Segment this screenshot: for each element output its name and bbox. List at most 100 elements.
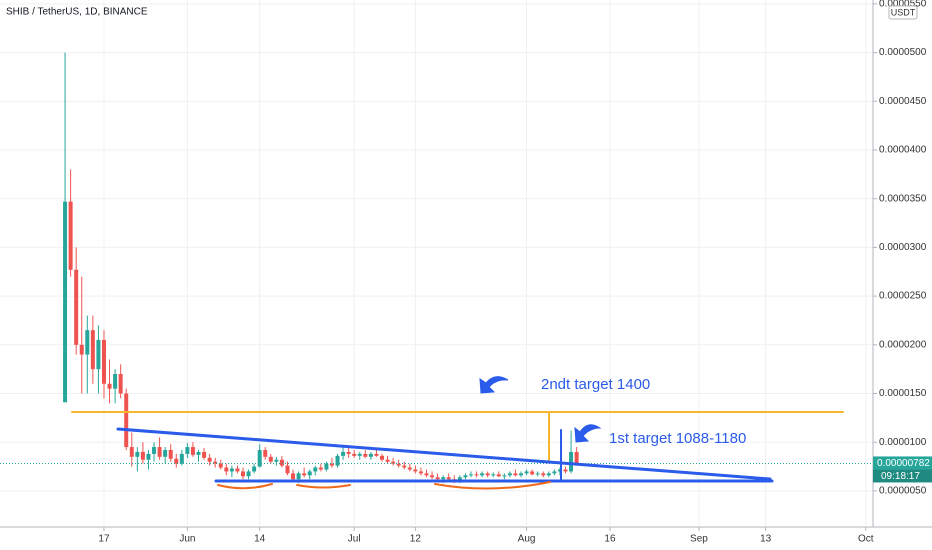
arrow [479,376,509,394]
candle-body [502,475,507,477]
y-tick-label: 0.0000250 [879,291,927,302]
y-tick-label: 0.0000100 [879,437,927,448]
candle-body [446,477,451,480]
countdown: 09:18:17 [881,471,920,482]
candle-body [329,463,334,466]
y-tick-label: 0.0000150 [879,388,927,399]
candle-body [335,455,340,466]
last-price-label: 0.00000782 [877,458,930,469]
candle-body [213,461,218,464]
candle-body [357,453,362,456]
candle-body [224,467,229,472]
candle-body [235,468,240,472]
candle-body [430,475,435,478]
candle-body [507,473,512,476]
y-tick-label: 0.0000200 [879,339,927,350]
candle-body [302,473,307,476]
x-tick-label: Jul [348,534,361,545]
candle-body [107,383,112,389]
candle-body [574,451,579,464]
candle-body [146,453,151,460]
candle-body [240,471,245,477]
candle-body [496,474,501,477]
x-tick-label: 13 [760,534,772,545]
annotation: 1st target 1088-1180 [609,430,746,447]
currency-box [888,5,918,20]
candle-body [90,330,95,370]
candle-body [96,339,101,370]
candle-body [552,471,557,474]
candle-body [380,455,385,460]
candle-body [296,473,301,480]
candle-body [313,467,318,472]
candle-body [168,450,173,459]
candle-body [85,330,90,355]
candle-body [257,450,262,467]
candle-body [179,453,184,464]
candle-body [140,451,145,460]
candle-body [63,201,68,403]
candle-body [413,469,418,472]
time-axis [0,527,932,550]
arc [434,481,551,490]
candle-body [352,453,357,456]
x-tick-label: Oct [858,534,874,545]
candle-body [341,451,346,456]
annotation: 2ndt target 1400 [541,376,650,393]
candle-body [424,473,429,476]
candle-body [530,471,535,475]
candle-body [513,473,518,476]
candle-body [402,465,407,468]
candle-body [418,471,423,474]
candle-body [74,269,79,345]
candle-body [152,447,157,454]
drawings [71,376,844,490]
x-tick-label: 17 [98,534,110,545]
candle-body [252,466,257,472]
candle-body [207,457,212,462]
trend-line [116,427,772,481]
candle-body [374,453,379,456]
x-tick-label: 14 [254,534,266,545]
candle-body [546,473,551,476]
x-tick-label: 12 [410,534,422,545]
candle-body [274,459,279,462]
candle-body [524,471,529,474]
candle-body [457,477,462,482]
candle-body [468,474,473,476]
candle-body [541,473,546,476]
candle-body [368,453,373,457]
candle-body [519,473,524,476]
candle-body [174,458,179,464]
candle-body [268,456,273,462]
candle-body [246,471,251,477]
candle-body [557,469,562,472]
currency: USDT [891,7,916,17]
candle-body [391,461,396,464]
candle-body [307,471,312,476]
candle-body [135,451,140,457]
x-tick-label: Sep [690,534,708,545]
y-tick-label: 0.0000300 [879,242,927,253]
candle-body [185,447,190,454]
candle-body [129,447,134,457]
candle-body [318,467,323,470]
y-tick-label: 0.0000550 [879,0,927,10]
candle-body [229,468,234,472]
candle-body [163,450,168,457]
candle-body [324,463,329,470]
candle-body [263,450,268,457]
arc [296,484,351,489]
candle-body [218,463,223,468]
candle-body [363,453,368,457]
candle-body [157,447,162,457]
countdown-box [873,469,932,483]
candle-body [190,447,195,455]
y-tick-label: 0.0000050 [879,486,927,497]
candle-body [68,201,73,270]
y-tick-label: 0.0000350 [879,193,927,204]
candle-body [463,475,468,478]
candle-body [79,344,84,355]
